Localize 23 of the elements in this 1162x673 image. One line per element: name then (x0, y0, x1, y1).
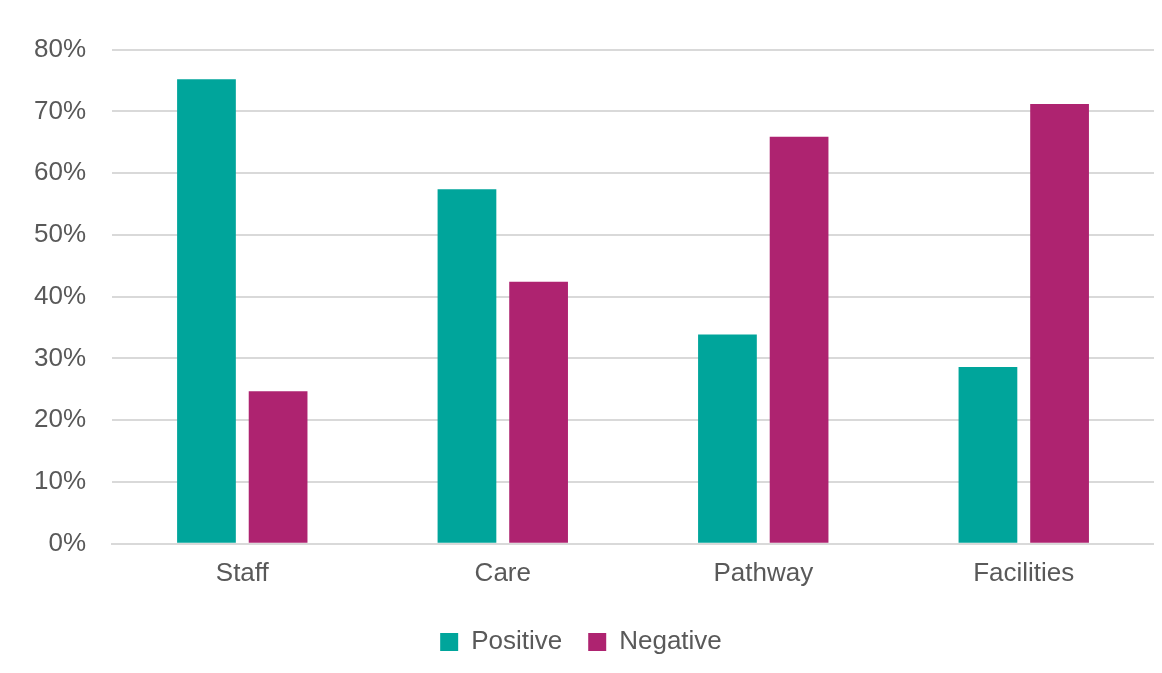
y-tick-label: 70% (33, 94, 87, 125)
x-tick-label: Staff (215, 556, 270, 587)
legend-label: Positive (471, 625, 563, 656)
bar (437, 189, 497, 543)
bar (248, 391, 308, 543)
bar (1030, 103, 1089, 543)
bar (698, 334, 757, 543)
legend-label: Negative (619, 625, 722, 656)
y-tick-label: 30% (33, 341, 87, 372)
bar (177, 79, 236, 543)
y-tick-label: 40% (33, 279, 87, 310)
y-tick-label: 50% (33, 218, 87, 249)
x-tick-label: Care (474, 556, 531, 587)
x-tick-label: Pathway (713, 556, 814, 587)
bar (769, 136, 829, 543)
y-tick-label: 0% (48, 526, 87, 557)
y-tick-label: 80% (33, 32, 87, 63)
y-tick-label: 60% (33, 156, 87, 187)
x-tick-label: Facilities (973, 556, 1075, 587)
y-tick-label: 20% (33, 403, 87, 434)
y-tick-label: 10% (33, 465, 87, 496)
bar (509, 281, 568, 543)
bar (958, 367, 1018, 543)
